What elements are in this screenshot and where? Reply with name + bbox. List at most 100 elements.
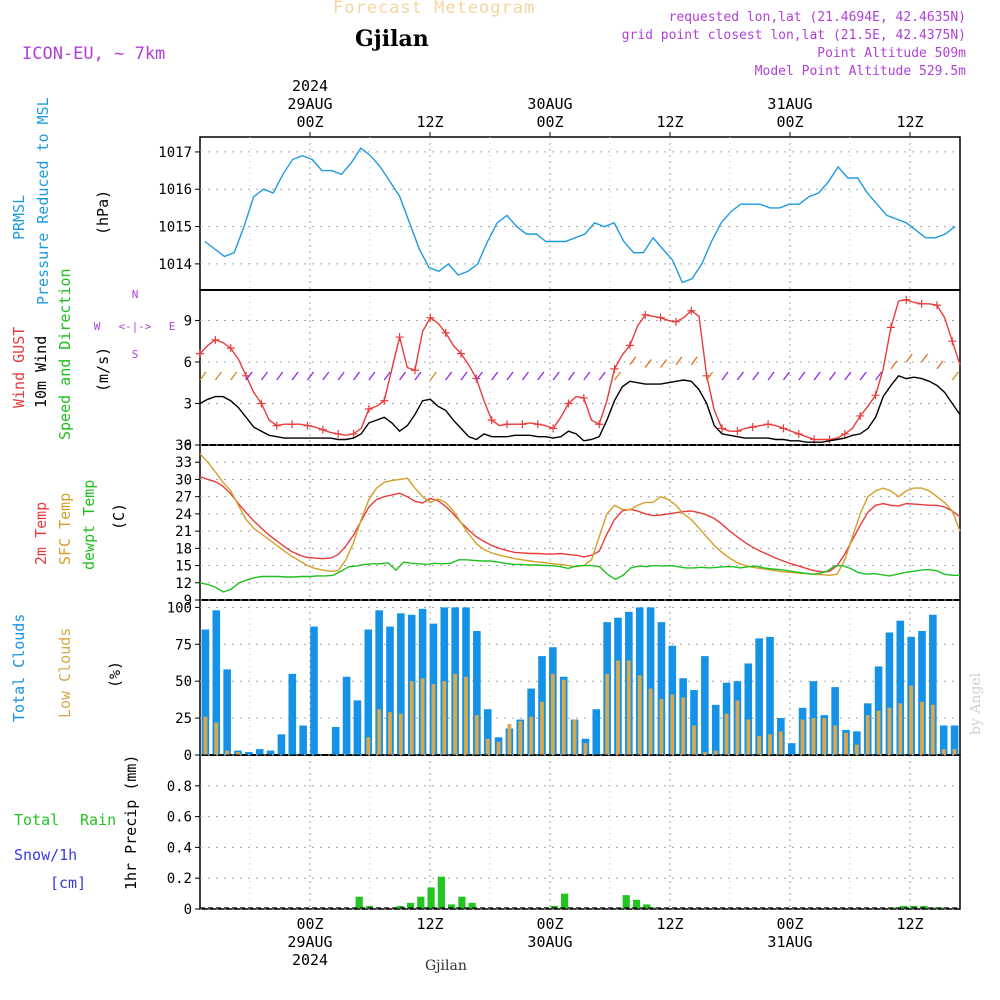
low-cloud-bar	[550, 673, 555, 755]
low-cloud-bar	[898, 703, 903, 755]
y-tick-label-4: 0.6	[167, 810, 192, 826]
bottom-axis-day-label: 29AUG	[287, 933, 332, 951]
low-cloud-bar	[507, 724, 512, 755]
low-cloud-bar	[833, 725, 838, 755]
gust-marker	[718, 424, 727, 433]
wind-direction-arrow	[614, 371, 622, 381]
rain-bar	[365, 905, 374, 909]
total-clouds-label: Total Clouds	[10, 614, 28, 722]
y-tick-label-0: 1016	[158, 182, 192, 198]
gust-marker	[641, 310, 650, 319]
wind-direction-arrow	[706, 371, 714, 381]
gust-marker	[318, 425, 327, 434]
total-cloud-bar	[310, 626, 318, 755]
wind-direction-arrow	[383, 371, 391, 381]
gust-marker	[687, 306, 696, 315]
total-cloud-bar	[201, 629, 210, 755]
bottom-axis-day-label: 31AUG	[767, 933, 812, 951]
wind-direction-arrow	[230, 371, 238, 381]
rain-bar	[468, 902, 476, 909]
top-axis-day-label: 31AUG	[767, 95, 812, 113]
y-tick-label-2: 36	[175, 438, 192, 454]
low-cloud-bar	[876, 710, 881, 755]
low-cloud-bar	[377, 709, 382, 755]
wind-direction-arrow	[752, 371, 760, 381]
rain-bar	[396, 905, 404, 909]
clouds-unit: (%)	[106, 661, 124, 688]
top-axis-day-label: 30AUG	[527, 95, 572, 113]
low-cloud-bar	[735, 700, 740, 755]
low-cloud-bar	[203, 716, 208, 755]
wind-direction-arrow	[921, 353, 929, 363]
low-cloud-bar	[388, 712, 392, 755]
bottom-axis-time-label: 00Z	[536, 915, 563, 933]
top-axis-time-label: 00Z	[776, 113, 803, 131]
y-tick-label-2: 30	[175, 472, 192, 488]
total-cloud-bar	[266, 750, 275, 755]
gust-marker	[917, 299, 926, 308]
total-cloud-bar	[483, 709, 492, 755]
low-cloud-bar	[540, 701, 544, 755]
top-axis-time-label: 12Z	[416, 113, 443, 131]
low-cloud-bar	[561, 679, 566, 755]
gust-marker	[272, 421, 281, 430]
low-cloud-bar	[431, 684, 436, 755]
compass-e: E	[169, 320, 176, 333]
top-axis-year-label: 2024	[292, 77, 328, 95]
total-cloud-bar	[809, 681, 818, 755]
low-cloud-bar	[822, 718, 827, 755]
low-cloud-bar	[930, 704, 935, 755]
total-rain-label-rain: Rain	[80, 811, 116, 829]
wind-direction-arrow	[798, 371, 806, 381]
panel-frame-4	[199, 754, 961, 910]
rain-bar	[417, 896, 425, 909]
gust-marker	[764, 420, 773, 429]
low-cloud-bar	[681, 697, 686, 755]
y-tick-label-2: 33	[175, 455, 192, 471]
rain-bar	[910, 905, 918, 909]
point-altitude: Point Altitude 509m	[817, 46, 966, 61]
total-cloud-bar	[375, 610, 383, 755]
gust-marker	[349, 429, 358, 438]
gust-marker	[503, 420, 512, 429]
total-cloud-bar	[255, 749, 264, 755]
bottom-axis-time-label: 12Z	[416, 915, 443, 933]
y-tick-label-2: 18	[175, 541, 192, 557]
gust-marker	[288, 420, 297, 429]
temp-2m-label: 2m Temp	[32, 502, 50, 565]
y-tick-label-1: 0	[184, 438, 192, 454]
total-cloud-bar	[711, 704, 720, 755]
rain-bar	[632, 899, 641, 909]
rain-bar	[643, 904, 651, 909]
gust-marker	[533, 420, 542, 429]
total-cloud-bar	[397, 613, 405, 755]
y-tick-label-4: 0.2	[167, 871, 192, 887]
wind-direction-arrow	[322, 371, 330, 381]
gust-marker	[196, 349, 204, 358]
wind-direction-arrow	[828, 371, 837, 381]
rain-bar	[437, 876, 445, 909]
wind-direction-arrow	[813, 371, 821, 381]
gust-marker	[426, 313, 435, 322]
low-cloud-bar	[464, 676, 468, 755]
total-cloud-bar	[918, 631, 926, 755]
model-point-altitude: Model Point Altitude 529.5m	[754, 64, 966, 79]
total-cloud-bar	[896, 620, 905, 755]
low-cloud-bar	[214, 722, 219, 755]
gust-marker	[733, 427, 742, 436]
gust-marker	[856, 411, 865, 420]
gust-marker	[902, 295, 911, 304]
low-cloud-bar	[865, 715, 870, 755]
wind-direction-arrow	[537, 371, 545, 381]
low-cloud-bar	[854, 744, 859, 755]
total-cloud-bar	[766, 636, 774, 755]
wind-direction-arrow	[905, 353, 913, 363]
y-tick-label-2: 24	[175, 507, 192, 523]
gust-marker	[457, 349, 466, 358]
rain-bar	[406, 902, 415, 909]
low-cloud-bar	[757, 735, 762, 755]
wind-direction-arrow	[460, 371, 468, 381]
total-cloud-bar	[885, 632, 894, 755]
low-cloud-bar	[811, 718, 816, 755]
wind-unit: (m/s)	[94, 347, 112, 392]
